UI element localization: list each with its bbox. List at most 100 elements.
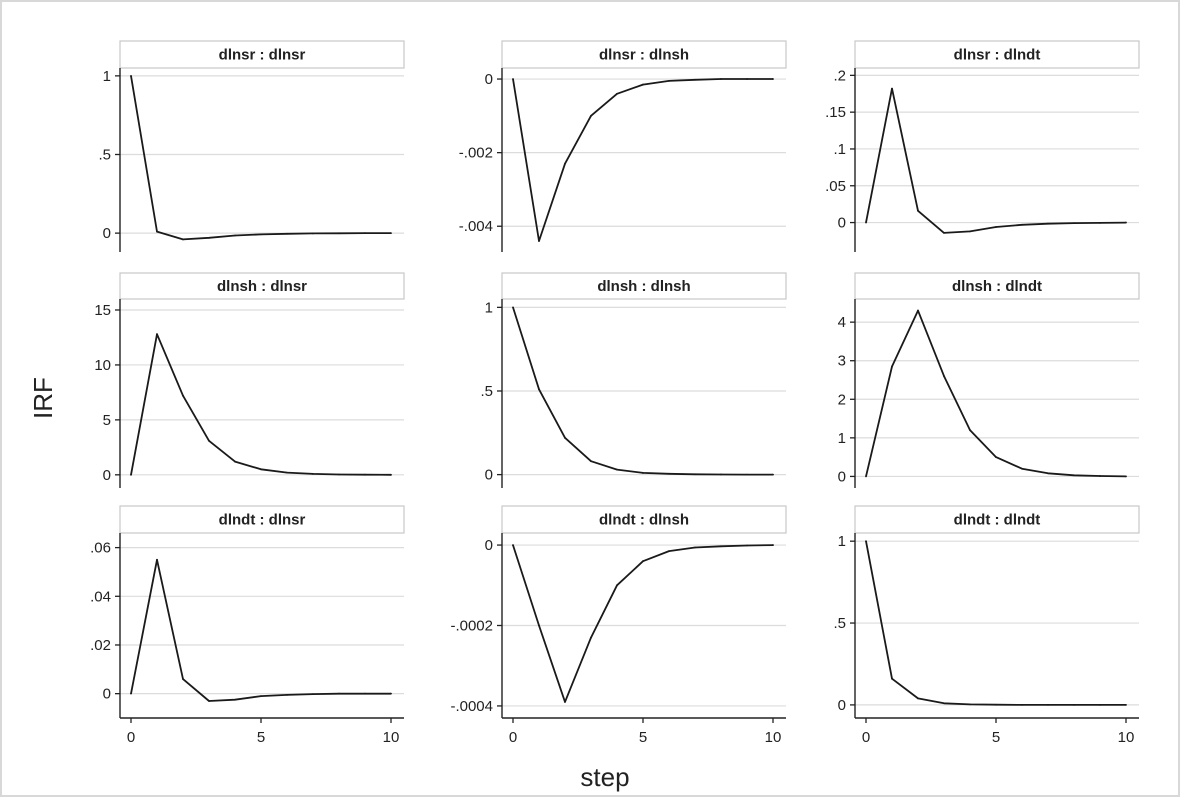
irf-point	[1073, 704, 1075, 706]
irf-panel: dlnsh : dlndt 4 3 2 1 0	[838, 272, 1140, 488]
y-tick-label: .02	[90, 637, 111, 654]
y-tick-label: -.0002	[450, 618, 493, 635]
irf-point	[694, 473, 696, 476]
x-tick-label: 5	[257, 729, 265, 746]
irf-point	[969, 230, 971, 233]
panel-header: dlndt : dlndt	[854, 505, 1140, 534]
y-tick-label: 0	[838, 215, 846, 232]
panel-title: dlndt : dlndt	[954, 512, 1041, 529]
irf-point	[338, 232, 340, 235]
irf-point	[772, 78, 774, 80]
y-tick-label: .06	[90, 540, 111, 557]
y-tick-label: -.002	[459, 145, 493, 162]
y-tick-label: 0	[103, 225, 111, 242]
irf-point	[746, 544, 748, 547]
irf-point	[208, 700, 210, 702]
y-tick-label: .2	[833, 67, 846, 84]
irf-point	[512, 78, 514, 80]
irf-point	[286, 232, 288, 235]
irf-panel: dlnsh : dlnsr 15 10 5 0	[94, 272, 405, 488]
irf-point	[390, 692, 392, 695]
irf-point	[746, 78, 748, 80]
irf-point	[642, 472, 644, 474]
irf-point	[694, 546, 696, 549]
y-tick-label: 1	[838, 533, 846, 550]
irf-point	[865, 540, 867, 543]
irf-point	[694, 78, 696, 81]
x-tick-label: 10	[765, 729, 782, 746]
panel-header-box	[119, 505, 405, 534]
irf-point	[642, 83, 644, 86]
panel-title: dlnsr : dlndt	[954, 47, 1041, 64]
irf-point	[995, 226, 997, 228]
irf-point	[156, 230, 158, 233]
irf-point	[917, 209, 919, 212]
irf-point	[616, 584, 618, 587]
irf-point	[772, 544, 774, 546]
irf-point	[943, 231, 945, 234]
irf-point	[668, 79, 670, 82]
y-tick-label: 10	[94, 357, 111, 374]
x-tick-label: 0	[509, 729, 517, 746]
irf-point	[969, 703, 971, 706]
irf-point	[260, 468, 262, 471]
irf-point	[234, 460, 236, 463]
y-tick-label: 0	[103, 467, 111, 484]
irf-point	[260, 233, 262, 236]
y-tick-label: -.004	[459, 218, 493, 235]
irf-point	[720, 473, 722, 476]
panel-title: dlnsh : dlnsr	[217, 278, 307, 295]
y-tick-label: 15	[94, 302, 111, 319]
y-tick-label: .15	[825, 104, 846, 121]
irf-panel: dlnsr : dlndt .2 .15 .1 .05 0	[825, 40, 1140, 252]
irf-point	[891, 365, 893, 368]
irf-point	[943, 702, 945, 705]
irf-point	[1099, 221, 1101, 224]
panel-header-box	[854, 505, 1140, 534]
y-tick-label: .1	[833, 141, 846, 158]
irf-point	[512, 306, 514, 309]
irf-point	[917, 697, 919, 700]
irf-point	[720, 545, 722, 548]
irf-point	[1047, 704, 1049, 706]
panel-header-box	[854, 40, 1140, 69]
irf-point	[538, 240, 540, 242]
irf-point	[865, 475, 867, 478]
irf-point	[969, 429, 971, 432]
irf-point	[130, 74, 132, 77]
irf-point	[312, 693, 314, 696]
irf-point	[156, 558, 158, 561]
panel-title: dlnsh : dlndt	[952, 278, 1042, 295]
irf-point	[208, 439, 210, 442]
x-tick-label: 10	[383, 729, 400, 746]
irf-point	[1073, 474, 1075, 477]
irf-point	[390, 473, 392, 476]
irf-point	[1125, 704, 1127, 706]
irf-point	[616, 92, 618, 95]
irf-point	[1021, 704, 1023, 706]
y-tick-label: .5	[480, 383, 493, 400]
y-tick-label: 0	[485, 71, 493, 88]
y-axis-title: IRF	[28, 377, 58, 419]
irf-point	[564, 162, 566, 165]
irf-point	[208, 236, 210, 239]
panel-header: dlnsr : dlnsh	[501, 40, 787, 69]
irf-point	[1047, 222, 1049, 225]
irf-point	[891, 87, 893, 90]
irf-point	[260, 695, 262, 697]
y-tick-label: 0	[485, 467, 493, 484]
panel-header-box	[119, 272, 405, 300]
irf-point	[642, 560, 644, 563]
irf-point	[917, 309, 919, 312]
panel-title: dlnsr : dlnsh	[599, 47, 689, 64]
irf-point	[156, 333, 158, 336]
panel-header-box	[119, 40, 405, 69]
irf-point	[668, 550, 670, 552]
panel-header: dlnsr : dlndt	[854, 40, 1140, 69]
irf-point	[286, 693, 288, 696]
irf-point	[338, 692, 340, 695]
panel-title: dlnsh : dlnsh	[597, 278, 690, 295]
irf-point	[182, 678, 184, 680]
